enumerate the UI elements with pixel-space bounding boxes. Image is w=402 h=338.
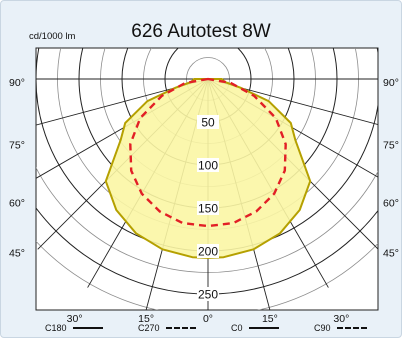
legend-c270: C270 xyxy=(138,323,196,333)
angle-label-right-60: 60° xyxy=(383,197,399,209)
angle-label-right-45: 45° xyxy=(383,247,399,259)
radial-label-200: 200 xyxy=(198,245,218,259)
angle-label-bottom-0: 30° xyxy=(67,313,83,325)
radial-label-50: 50 xyxy=(201,116,215,130)
angle-label-left-75: 75° xyxy=(9,139,25,151)
legend-swatch-c90 xyxy=(336,327,367,329)
grid-spoke--75 xyxy=(36,78,209,126)
radial-label-150: 150 xyxy=(198,202,218,216)
legend-c0: C0 xyxy=(231,323,279,333)
angle-label-bottom-2: 0° xyxy=(203,313,213,325)
angle-label-bottom-1: 15° xyxy=(138,313,154,325)
angle-label-bottom-4: 30° xyxy=(333,313,349,325)
chart-title: 626 Autotest 8W xyxy=(131,21,271,42)
legend-label-c0: C0 xyxy=(231,323,243,333)
radial-label-bg-50 xyxy=(197,115,219,129)
radial-label-bg-250 xyxy=(197,287,219,301)
angle-label-left-45: 45° xyxy=(9,247,25,259)
angle-label-right-90: 90° xyxy=(383,77,399,89)
radial-label-bg-100 xyxy=(197,158,219,172)
radial-label-100: 100 xyxy=(198,159,218,173)
grid-spoke-75 xyxy=(207,78,378,126)
legend-swatch-c270 xyxy=(165,327,196,329)
legend-label-c270: C270 xyxy=(138,323,160,333)
radial-label-bg-200 xyxy=(197,244,219,258)
angle-label-left-60: 60° xyxy=(9,197,25,209)
angle-label-left-90: 90° xyxy=(9,77,25,89)
radial-label-bg-150 xyxy=(197,201,219,215)
angle-label-right-75: 75° xyxy=(383,139,399,151)
angle-label-bottom-3: 15° xyxy=(262,313,278,325)
legend-swatch-c0 xyxy=(248,327,279,329)
legend-c90: C90 xyxy=(314,323,367,333)
legend-label-c180: C180 xyxy=(45,323,67,333)
legend-swatch-c180 xyxy=(72,327,103,329)
legend-label-c90: C90 xyxy=(314,323,331,333)
radial-label-250: 250 xyxy=(198,288,218,302)
unit-label: cd/1000 lm xyxy=(29,31,76,42)
legend-c180: C180 xyxy=(45,323,103,333)
